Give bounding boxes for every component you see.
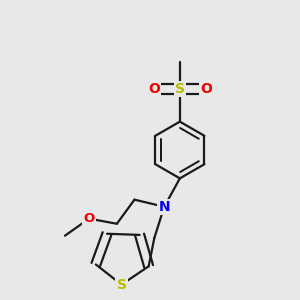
Text: O: O — [200, 82, 212, 96]
Text: N: N — [158, 200, 170, 214]
Text: S: S — [175, 82, 185, 96]
Text: O: O — [83, 212, 95, 225]
Text: S: S — [117, 278, 127, 292]
Text: O: O — [148, 82, 160, 96]
